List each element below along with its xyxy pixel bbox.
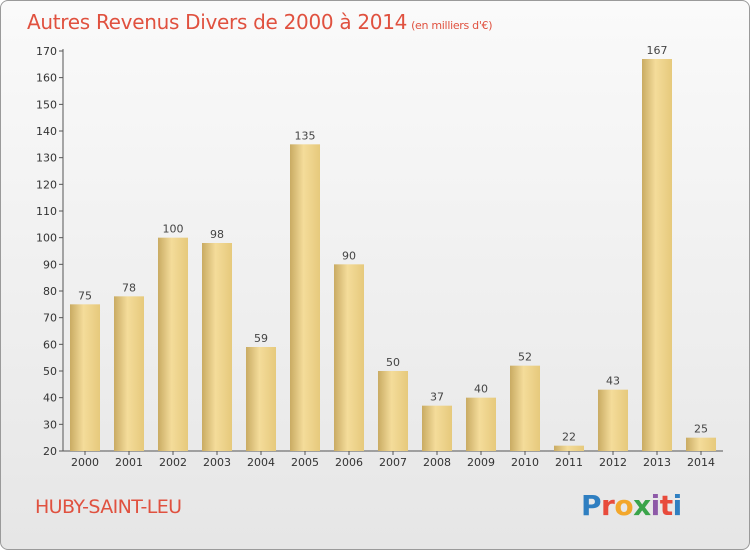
bar-value-label: 135 — [295, 129, 316, 142]
x-tick-label: 2010 — [511, 456, 539, 469]
bar — [686, 437, 716, 451]
y-tick-label: 60 — [43, 338, 57, 351]
bar — [114, 296, 144, 451]
bar-value-label: 90 — [342, 249, 356, 262]
bar — [246, 347, 276, 451]
x-tick-label: 2003 — [203, 456, 231, 469]
x-tick-label: 2014 — [687, 456, 715, 469]
logo-letter: i — [650, 489, 661, 522]
y-tick-label: 80 — [43, 285, 57, 298]
bar — [642, 59, 672, 451]
x-tick-label: 2005 — [291, 456, 319, 469]
bar-value-label: 98 — [210, 228, 224, 241]
bar — [466, 397, 496, 451]
bar-layer — [70, 59, 716, 452]
y-tick-label: 160 — [36, 72, 57, 85]
bar-value-label: 75 — [78, 289, 92, 302]
x-tick-label: 2008 — [423, 456, 451, 469]
proxiti-logo: Proxiti — [581, 489, 682, 522]
x-tick-label: 2011 — [555, 456, 583, 469]
y-tick-label: 120 — [36, 178, 57, 191]
y-tick-label: 50 — [43, 365, 57, 378]
y-tick-label: 140 — [36, 125, 57, 138]
logo-letter: o — [614, 489, 634, 522]
bar — [554, 445, 584, 451]
bar — [202, 243, 232, 451]
bar — [510, 365, 540, 451]
y-tick-label: 170 — [36, 45, 57, 58]
x-tick-label: 2000 — [71, 456, 99, 469]
bar-value-label: 59 — [254, 332, 268, 345]
bar-value-label: 50 — [386, 356, 400, 369]
bar-value-label: 40 — [474, 383, 488, 396]
y-tick-label: 90 — [43, 258, 57, 271]
axis-layer: 20 30 40 50 60 70 80 90 100 110 120 130 140 150 160 170 — [36, 45, 723, 458]
y-tick-label: 150 — [36, 98, 57, 111]
chart-subtitle: (en milliers d'€) — [411, 19, 493, 32]
logo-letter: t — [659, 489, 673, 522]
bar-value-label: 25 — [694, 423, 708, 436]
commune-name: HUBY-SAINT-LEU — [35, 496, 182, 518]
bar — [290, 144, 320, 452]
y-tick-label: 70 — [43, 312, 57, 325]
label-layer: 75 2000 78 2001 100 2002 98 2003 59 2004 135 2005 90… — [71, 44, 715, 469]
x-tick-label: 2013 — [643, 456, 671, 469]
y-tick-label: 20 — [43, 445, 57, 458]
bar-value-label: 43 — [606, 375, 620, 388]
bar — [158, 237, 188, 451]
y-tick-label: 40 — [43, 392, 57, 405]
y-tick-label: 130 — [36, 152, 57, 165]
logo-letter: x — [633, 489, 651, 522]
bar — [70, 304, 100, 451]
x-tick-label: 2006 — [335, 456, 363, 469]
x-tick-label: 2001 — [115, 456, 143, 469]
bar-value-label: 78 — [122, 281, 136, 294]
bar — [334, 264, 364, 451]
x-tick-label: 2009 — [467, 456, 495, 469]
bar — [378, 371, 408, 451]
chart-title: Autres Revenus Divers de 2000 à 2014 (en … — [27, 10, 493, 34]
logo-letter: r — [601, 489, 615, 522]
x-tick-label: 2002 — [159, 456, 187, 469]
bar — [598, 389, 628, 451]
bar-value-label: 100 — [163, 223, 184, 236]
bar-value-label: 52 — [518, 351, 532, 364]
bar-value-label: 167 — [647, 44, 668, 57]
y-tick-label: 30 — [43, 418, 57, 431]
x-tick-label: 2007 — [379, 456, 407, 469]
x-tick-label: 2012 — [599, 456, 627, 469]
bar-value-label: 22 — [562, 431, 576, 444]
bar-value-label: 37 — [430, 391, 444, 404]
logo-letter: P — [581, 489, 602, 522]
logo-letter: i — [672, 489, 683, 522]
y-tick-label: 100 — [36, 232, 57, 245]
bar — [422, 405, 452, 451]
y-tick-label: 110 — [36, 205, 57, 218]
x-tick-label: 2004 — [247, 456, 275, 469]
